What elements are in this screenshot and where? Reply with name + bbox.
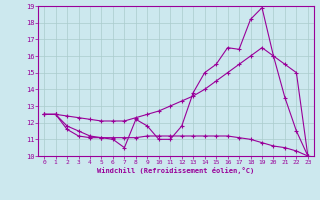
X-axis label: Windchill (Refroidissement éolien,°C): Windchill (Refroidissement éolien,°C) [97,167,255,174]
